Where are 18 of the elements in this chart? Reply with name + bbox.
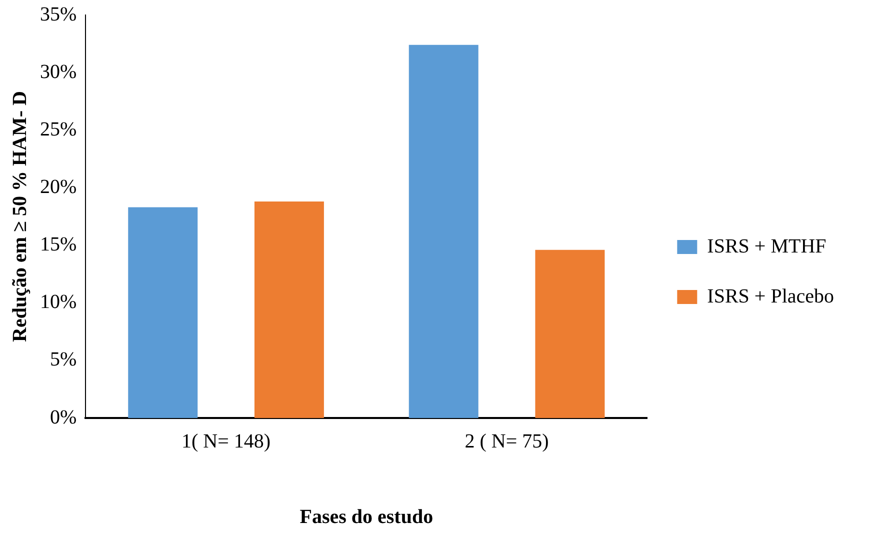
x-tick-label: 2 ( N= 75) [464,430,549,452]
x-tick-label: 1( N= 148) [182,430,271,452]
y-tick-label: 15% [40,234,77,256]
y-tick-label: 20% [40,176,77,198]
bar [254,202,324,418]
y-tick-label: 0% [50,406,77,428]
y-tick-label: 10% [40,291,77,314]
y-tick-label: 35% [40,3,77,26]
y-axis-title: Redução em ≥ 50 % HAM- D [9,91,32,342]
x-axis-title: Fases do estudo [300,506,434,528]
y-tick-label: 5% [50,348,77,371]
bar [535,250,605,418]
legend-label: ISRS + MTHF [707,235,826,258]
legend-label: ISRS + Placebo [707,285,834,308]
bar [128,207,198,418]
y-tick-label: 25% [40,118,77,140]
bar [408,44,478,418]
y-tick-label: 30% [40,60,77,83]
